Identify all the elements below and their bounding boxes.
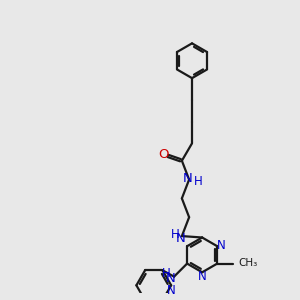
Text: N: N xyxy=(198,270,206,283)
Text: H: H xyxy=(171,228,180,241)
Text: H: H xyxy=(162,267,170,280)
Text: N: N xyxy=(183,172,193,185)
Text: N: N xyxy=(166,272,176,285)
Text: O: O xyxy=(158,148,168,161)
Text: N: N xyxy=(217,239,226,252)
Text: CH₃: CH₃ xyxy=(238,258,258,268)
Text: H: H xyxy=(194,176,203,188)
Text: N: N xyxy=(167,284,176,297)
Text: N: N xyxy=(176,232,186,245)
